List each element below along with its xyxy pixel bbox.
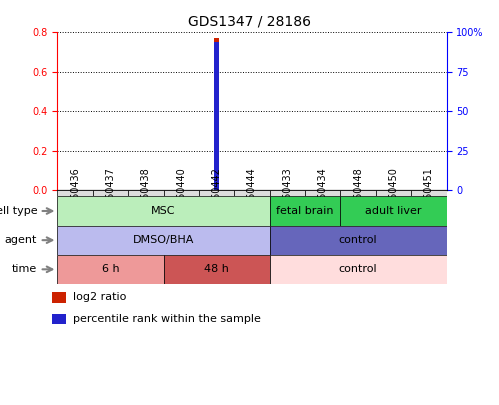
Bar — [376, 190, 411, 196]
Bar — [52, 314, 66, 324]
Text: 6 h: 6 h — [102, 264, 119, 274]
Bar — [57, 255, 164, 284]
Bar — [57, 190, 93, 196]
Bar — [340, 196, 447, 226]
Text: control: control — [339, 235, 377, 245]
Bar — [214, 42, 219, 190]
Bar — [57, 196, 269, 226]
Bar — [269, 190, 305, 196]
Text: GSM60434: GSM60434 — [318, 167, 328, 220]
Text: GSM60450: GSM60450 — [389, 167, 399, 220]
Bar — [269, 196, 340, 226]
Text: MSC: MSC — [151, 206, 176, 216]
Bar — [52, 292, 66, 303]
Text: log2 ratio: log2 ratio — [73, 292, 127, 302]
Bar — [340, 190, 376, 196]
Text: cell type: cell type — [0, 206, 37, 216]
Text: adult liver: adult liver — [365, 206, 422, 216]
Bar — [411, 190, 447, 196]
Bar — [199, 190, 235, 196]
Text: GSM60436: GSM60436 — [70, 167, 80, 220]
Text: GDS1347 / 28186: GDS1347 / 28186 — [188, 14, 311, 28]
Text: GSM60437: GSM60437 — [105, 167, 115, 220]
Bar — [214, 38, 219, 190]
Text: GSM60433: GSM60433 — [282, 167, 292, 220]
Text: control: control — [339, 264, 377, 274]
Text: GSM60438: GSM60438 — [141, 167, 151, 220]
Text: fetal brain: fetal brain — [276, 206, 334, 216]
Text: GSM60451: GSM60451 — [424, 167, 434, 220]
Bar — [164, 190, 199, 196]
Text: GSM60444: GSM60444 — [247, 167, 257, 220]
Bar — [93, 190, 128, 196]
Bar — [305, 190, 340, 196]
Text: DMSO/BHA: DMSO/BHA — [133, 235, 194, 245]
Text: percentile rank within the sample: percentile rank within the sample — [73, 314, 261, 324]
Text: GSM60448: GSM60448 — [353, 167, 363, 220]
Text: GSM60440: GSM60440 — [176, 167, 186, 220]
Text: time: time — [12, 264, 37, 274]
Bar — [164, 255, 269, 284]
Bar — [235, 190, 269, 196]
Bar — [269, 255, 447, 284]
Bar — [57, 226, 269, 255]
Text: agent: agent — [5, 235, 37, 245]
Text: GSM60442: GSM60442 — [212, 167, 222, 220]
Bar — [128, 190, 164, 196]
Bar — [269, 226, 447, 255]
Text: 48 h: 48 h — [204, 264, 229, 274]
